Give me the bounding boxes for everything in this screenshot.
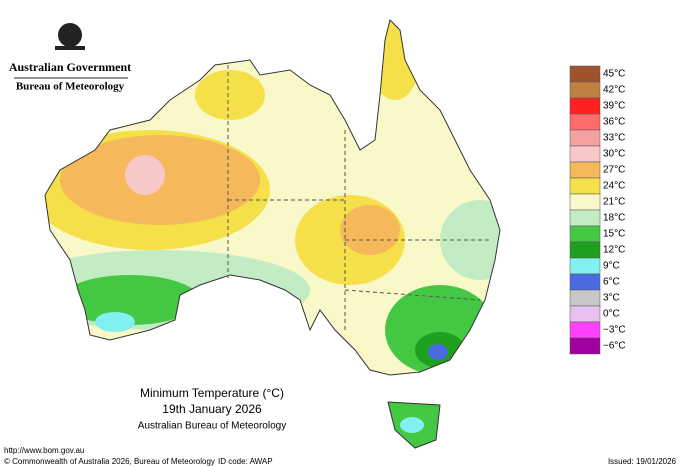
- legend-label: 27°C: [603, 165, 625, 176]
- legend-swatch: [569, 225, 601, 243]
- tasmania: [387, 401, 441, 449]
- coat-of-arms: [55, 23, 85, 50]
- legend-label: 12°C: [603, 245, 625, 256]
- legend-label: 30°C: [603, 149, 625, 160]
- legend-label: 21°C: [603, 197, 625, 208]
- legend-swatch: [569, 177, 601, 195]
- legend-label: 24°C: [603, 181, 625, 192]
- map-title: Minimum Temperature (°C): [140, 386, 284, 400]
- legend-swatch: [569, 241, 601, 259]
- legend-swatch: [569, 273, 601, 291]
- legend-swatch: [569, 113, 601, 131]
- legend-label: 3°C: [603, 293, 620, 304]
- legend-swatch: [569, 193, 601, 211]
- legend-label: 36°C: [603, 117, 625, 128]
- legend-label: 42°C: [603, 85, 625, 96]
- legend-swatch: [569, 81, 601, 99]
- legend-swatch: [569, 65, 601, 83]
- agency-name: Bureau of Meteorology: [16, 81, 125, 93]
- legend-label: 15°C: [603, 229, 625, 240]
- legend-label: 18°C: [603, 213, 625, 224]
- legend-label: 9°C: [603, 261, 620, 272]
- legend-swatch: [569, 337, 601, 355]
- legend-label: 39°C: [603, 101, 625, 112]
- legend-swatch: [569, 209, 601, 227]
- legend-swatch: [569, 305, 601, 323]
- legend-label: 33°C: [603, 133, 625, 144]
- legend-swatch: [569, 257, 601, 275]
- footer-id: ID code: AWAP: [218, 457, 273, 466]
- legend-label: 6°C: [603, 277, 620, 288]
- map-date: 19th January 2026: [162, 402, 262, 416]
- legend-label: 0°C: [603, 309, 620, 320]
- legend-swatch: [569, 145, 601, 163]
- legend-label: 45°C: [603, 69, 625, 80]
- legend-label: −3°C: [603, 325, 626, 336]
- footer-url: http://www.bom.gov.au: [4, 446, 84, 455]
- footer-issued: Issued: 19/01/2026: [608, 457, 677, 466]
- legend-swatch: [569, 161, 601, 179]
- legend-swatch: [569, 97, 601, 115]
- government-name: Australian Government: [9, 60, 131, 74]
- legend-swatch: [569, 289, 601, 307]
- footer-copyright: © Commonwealth of Australia 2026, Bureau…: [4, 457, 215, 466]
- legend-swatch: [569, 321, 601, 339]
- state-borders: [227, 65, 490, 330]
- legend-swatch: [569, 129, 601, 147]
- legend: 45°C 42°C 39°C 36°C 33°C 30°C 27°C 24°C 21°C 18°C…: [569, 65, 626, 355]
- map-source: Australian Bureau of Meteorology: [138, 421, 286, 432]
- legend-label: −6°C: [603, 341, 626, 352]
